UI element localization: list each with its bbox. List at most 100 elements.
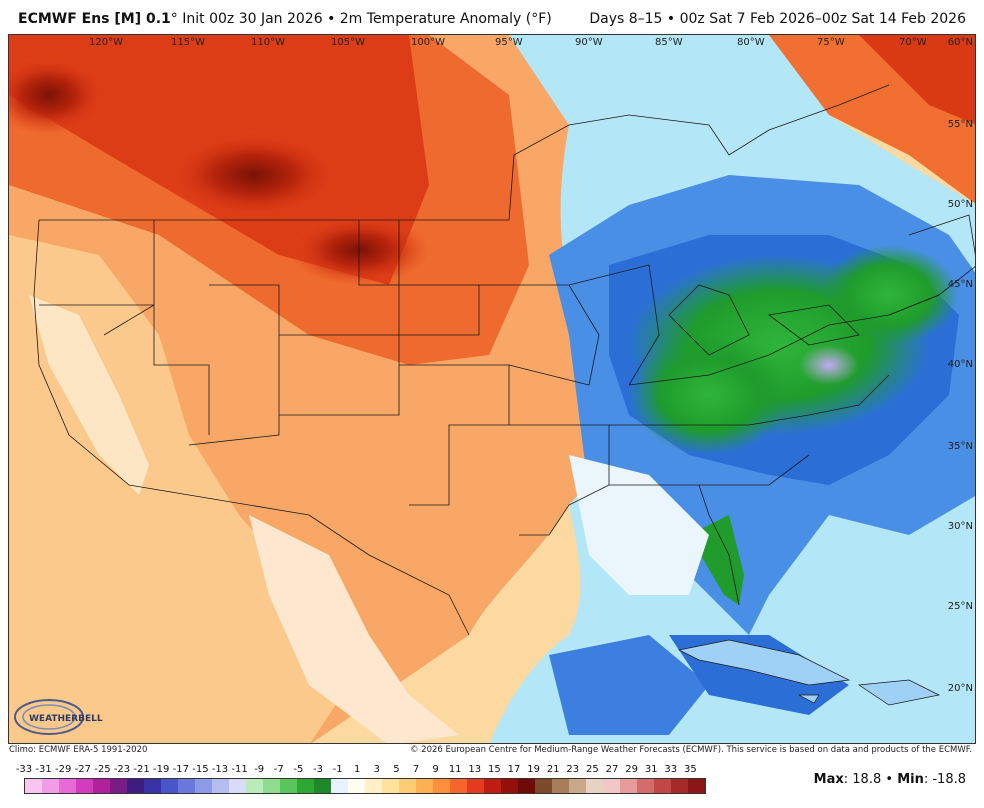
colorbar-tick-label: 27 — [605, 764, 619, 775]
colorbar-tick-label: 31 — [644, 764, 658, 775]
colorbar-labels: -33 -31 -29 -27 -25 -23 -21 -19 -17 -15 -13 -11 -9 -7… — [16, 762, 706, 776]
colorbar-swatch — [535, 779, 552, 793]
lon-label-3: 105°W — [331, 37, 365, 48]
lon-label-2: 110°W — [251, 37, 285, 48]
min-value: -18.8 — [932, 772, 966, 787]
header: ECMWF Ens [M] 0.1° Init 00z 30 Jan 2026 … — [0, 0, 984, 34]
hot-core-bc — [9, 55, 109, 135]
colorbar-tick-label: -15 — [192, 764, 209, 775]
logo-text: WEATHERBELL — [29, 714, 103, 724]
neutral-gulf-coast — [569, 455, 709, 595]
georgia-carolina-line — [609, 454, 810, 486]
colorbar-tick-label: 1 — [354, 764, 361, 775]
colorbar-tick-label: -5 — [293, 764, 304, 775]
lon-label-6: 90°W — [575, 37, 603, 48]
maine-border — [888, 214, 975, 316]
lat-label-8: 20°N — [948, 683, 973, 694]
very-cold-core-newengland — [819, 245, 959, 345]
colorbar-tick-label: 7 — [412, 764, 420, 775]
colorbar-swatch — [654, 779, 671, 793]
cold-yucatan — [549, 635, 709, 735]
colorbar-tick-label: 15 — [488, 764, 501, 775]
colorbar-swatch — [518, 779, 535, 793]
colorbar-tick-label: -9 — [254, 764, 265, 775]
colorbar-swatch — [59, 779, 76, 793]
colorbar-swatch — [620, 779, 637, 793]
colorbar-swatch — [25, 779, 42, 793]
colorbar-swatch — [569, 779, 586, 793]
hot-core-montana — [164, 130, 344, 220]
colorbar-swatch — [348, 779, 365, 793]
colorbar-swatch — [501, 779, 518, 793]
colorbar-tick-label: -31 — [35, 764, 52, 775]
colorbar-swatch — [688, 779, 705, 793]
colorbar-swatch — [603, 779, 620, 793]
lat-label-1: 55°N — [948, 119, 973, 130]
colorbar-swatch — [229, 779, 246, 793]
map-area[interactable]: 120°W 115°W 110°W 105°W 100°W 95°W 90°W … — [8, 34, 976, 744]
lon-label-9: 75°W — [817, 37, 845, 48]
colorbar-swatch — [178, 779, 195, 793]
lat-label-6: 30°N — [948, 521, 973, 532]
colorbar-swatch — [331, 779, 348, 793]
colorbar-tick-label: 17 — [507, 764, 521, 775]
colorbar-tick-label: 9 — [432, 764, 439, 775]
colorbar-swatch — [399, 779, 416, 793]
colorbar-swatch — [314, 779, 331, 793]
colorbar-tick-label: -17 — [172, 764, 189, 775]
colorbar-swatch — [637, 779, 654, 793]
florida-outline — [698, 484, 740, 606]
lat-label-5: 35°N — [948, 441, 973, 452]
colorbar-tick-label: -23 — [113, 764, 131, 775]
nevada-utah-line — [39, 304, 210, 435]
great-lakes-michigan — [668, 284, 750, 356]
colorbar-tick-label: 23 — [566, 764, 580, 775]
lon-label-7: 85°W — [655, 37, 683, 48]
max-value: 18.8 — [852, 772, 882, 787]
colorbar-tick-label: -11 — [231, 764, 248, 775]
lat-label-2: 50°N — [948, 199, 973, 210]
colorbar-swatches — [24, 778, 706, 794]
colorbar-tick-label: 35 — [684, 764, 697, 775]
lon-label-5: 95°W — [495, 37, 523, 48]
colorbar-tick-label: -27 — [74, 764, 91, 775]
colorbar-swatch — [450, 779, 467, 793]
iowa-lines — [479, 284, 600, 386]
colorbar-swatch — [297, 779, 314, 793]
colorbar-tick-label: 21 — [546, 764, 560, 775]
colorbar-tick-label: 5 — [393, 764, 400, 775]
lon-label-10: 70°W — [899, 37, 927, 48]
colorbar-tick-label: -21 — [133, 764, 150, 775]
valid-period: Days 8–15 • 00z Sat 7 Feb 2026–00z Sat 1… — [589, 11, 966, 27]
colorbar-swatch — [365, 779, 382, 793]
west-coast-border — [33, 219, 470, 636]
colorbar-swatch — [93, 779, 110, 793]
colorbar-swatch — [433, 779, 450, 793]
colorado-box — [279, 334, 400, 416]
colorbar-tick-label: 29 — [625, 764, 638, 775]
lat-label-7: 25°N — [948, 601, 973, 612]
lon-label-0: 120°W — [89, 37, 123, 48]
colorbar-swatch — [586, 779, 603, 793]
colorbar: -33 -31 -29 -27 -25 -23 -21 -19 -17 -15 -13 -11 -9 -7… — [16, 762, 706, 796]
latitude-labels: 60°N 55°N 50°N 45°N 40°N 35°N 30°N 25°N … — [948, 37, 973, 694]
colorbar-swatch — [144, 779, 161, 793]
colorbar-tick-label: -29 — [55, 764, 72, 775]
anomaly-map: 120°W 115°W 110°W 105°W 100°W 95°W 90°W … — [9, 35, 975, 743]
longitude-labels: 120°W 115°W 110°W 105°W 100°W 95°W 90°W … — [89, 37, 927, 48]
cuba-island — [677, 639, 851, 686]
kansas-oklahoma-lines — [399, 364, 510, 506]
lat-label-0: 60°N — [948, 37, 973, 48]
colorbar-swatch — [416, 779, 433, 793]
colorbar-swatch — [280, 779, 297, 793]
colorbar-tick-label: -13 — [211, 764, 229, 775]
hispaniola-island — [857, 679, 941, 706]
colorbar-tick-label: 25 — [586, 764, 599, 775]
colorbar-swatch — [671, 779, 688, 793]
colorbar-tick-label: -25 — [94, 764, 111, 775]
colorbar-tick-label: -1 — [332, 764, 343, 775]
colorbar-swatch — [42, 779, 59, 793]
colorbar-tick-label: -3 — [313, 764, 323, 775]
pale-mexico — [249, 515, 459, 743]
max-label: Max — [813, 772, 844, 787]
